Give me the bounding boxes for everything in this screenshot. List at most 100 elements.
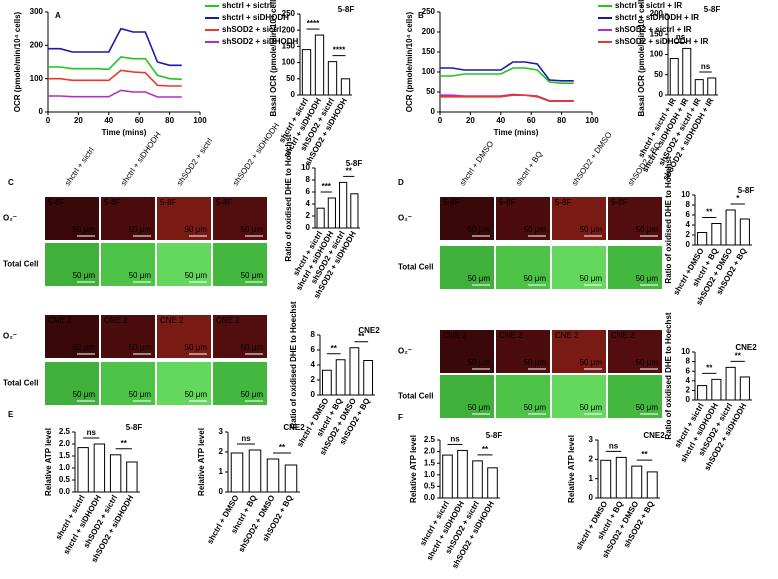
micrograph: [440, 197, 494, 240]
legend-label: shctrl + siDHODH + IR: [615, 13, 699, 22]
scale-label: 50 μm: [580, 274, 603, 283]
bar: [314, 34, 325, 96]
image-tag: 5-8F: [104, 198, 121, 207]
x-tick-label: 20: [466, 116, 475, 125]
y-tick-label: 6: [686, 210, 691, 219]
legend-label: shctrl + sictrl + IR: [615, 1, 682, 10]
bar: [615, 456, 627, 499]
panel-label: C: [8, 178, 14, 187]
y-axis-label: Ratio of oxidised DHE to Hoechst: [284, 134, 293, 261]
bar: [77, 447, 89, 493]
scale-label: 50 μm: [636, 225, 659, 234]
micrograph: [440, 375, 494, 418]
bar: [707, 77, 717, 96]
y-tick-label: 2.0: [424, 447, 436, 456]
y-tick-label: 0: [311, 390, 316, 399]
bar: [230, 452, 244, 493]
image-tag: CNE 2: [216, 316, 240, 325]
bar: [457, 449, 468, 499]
micrograph: [440, 246, 494, 289]
image-tag: 5-8F: [160, 198, 177, 207]
bar: [725, 209, 736, 246]
bar: [321, 369, 332, 396]
bar: [697, 385, 708, 401]
y-tick-label: 200: [30, 40, 44, 49]
bar: [694, 79, 704, 96]
significance-label: ns: [241, 434, 251, 443]
series-line: [440, 94, 574, 102]
bar: [363, 360, 374, 396]
y-axis-label: Relative ATP level: [197, 428, 206, 496]
y-tick-label: 0: [589, 493, 594, 502]
row-label: O₂⁻: [3, 214, 17, 223]
significance-label: **: [735, 351, 742, 360]
chart-title: 5-8F: [126, 423, 143, 432]
significance-label: **: [279, 443, 286, 452]
y-axis-label: OCR (pmole/min/10⁴ cells): [13, 11, 22, 112]
legend-label: shSOD2 + sictrl: [222, 25, 281, 34]
x-tick-label: 80: [165, 116, 174, 125]
y-tick-label: 200: [422, 27, 436, 36]
image-tag: 5-8F: [499, 198, 516, 207]
row-label: O₂⁻: [398, 214, 412, 223]
x-axis-label: Time (mins): [102, 128, 147, 137]
column-label: shctrl + siDHODH: [119, 130, 163, 187]
scale-label: 50 μm: [241, 390, 264, 399]
y-tick-label: 2: [686, 386, 691, 395]
y-tick-label: 1: [589, 474, 594, 483]
y-tick-label: 8: [686, 357, 691, 366]
bar: [739, 376, 750, 401]
x-tick-label: 40: [104, 116, 113, 125]
scale-label: 50 μm: [468, 274, 491, 283]
bar: [327, 61, 338, 96]
y-tick-label: 150: [422, 47, 436, 56]
y-tick-label: 0: [659, 90, 664, 99]
scale-label: 50 μm: [129, 271, 152, 280]
micrograph: [213, 197, 267, 240]
series-line: [440, 67, 574, 84]
scale-label: 50 μm: [185, 225, 208, 234]
series-line: [48, 89, 182, 98]
scale-label: 50 μm: [636, 358, 659, 367]
y-tick-label: 10: [681, 347, 690, 356]
y-tick-label: 1.0: [59, 463, 71, 472]
series-line: [440, 61, 574, 82]
y-tick-label: 4: [686, 220, 691, 229]
y-tick-label: 300: [30, 7, 44, 16]
y-axis-label: Basal OCR (pmole/min/10⁴ cells): [269, 0, 278, 117]
x-tick-label: 60: [135, 116, 144, 125]
chart-title: 5-8F: [346, 159, 363, 168]
series-line: [48, 27, 182, 67]
scale-label: 50 μm: [524, 225, 547, 234]
y-tick-label: 4: [686, 376, 691, 385]
micrograph: [101, 243, 155, 286]
y-tick-label: 0: [291, 90, 296, 99]
bar: [711, 378, 722, 401]
micrograph: [496, 375, 550, 418]
y-tick-label: 50: [286, 74, 295, 83]
legend-label: shctrl + sictrl: [222, 1, 272, 10]
bar: [109, 454, 122, 493]
y-tick-label: 100: [30, 74, 44, 83]
series-line: [48, 69, 182, 87]
scale-label: 50 μm: [580, 403, 603, 412]
chart-title: CNE2: [358, 326, 380, 335]
significance-label: ns: [676, 33, 686, 42]
y-tick-label: 3: [219, 427, 224, 436]
micrograph: [496, 330, 550, 373]
significance-label: **: [706, 363, 713, 372]
micrograph: [45, 315, 99, 358]
column-label: shctrl + DMSO: [458, 139, 495, 187]
y-tick-label: 2.0: [59, 439, 71, 448]
y-tick-label: 2.5: [424, 435, 436, 444]
chart-title: 5-8F: [704, 5, 721, 14]
series-line: [48, 56, 182, 81]
x-tick-label: 100: [585, 116, 599, 125]
legend-label: shctrl + siDHODH: [222, 13, 289, 22]
y-tick-label: 150: [650, 29, 664, 38]
y-tick-label: 200: [650, 9, 664, 18]
scale-label: 50 μm: [524, 274, 547, 283]
panel-label: A: [55, 11, 61, 20]
y-tick-label: 100: [650, 50, 664, 59]
scale-label: 50 μm: [129, 225, 152, 234]
